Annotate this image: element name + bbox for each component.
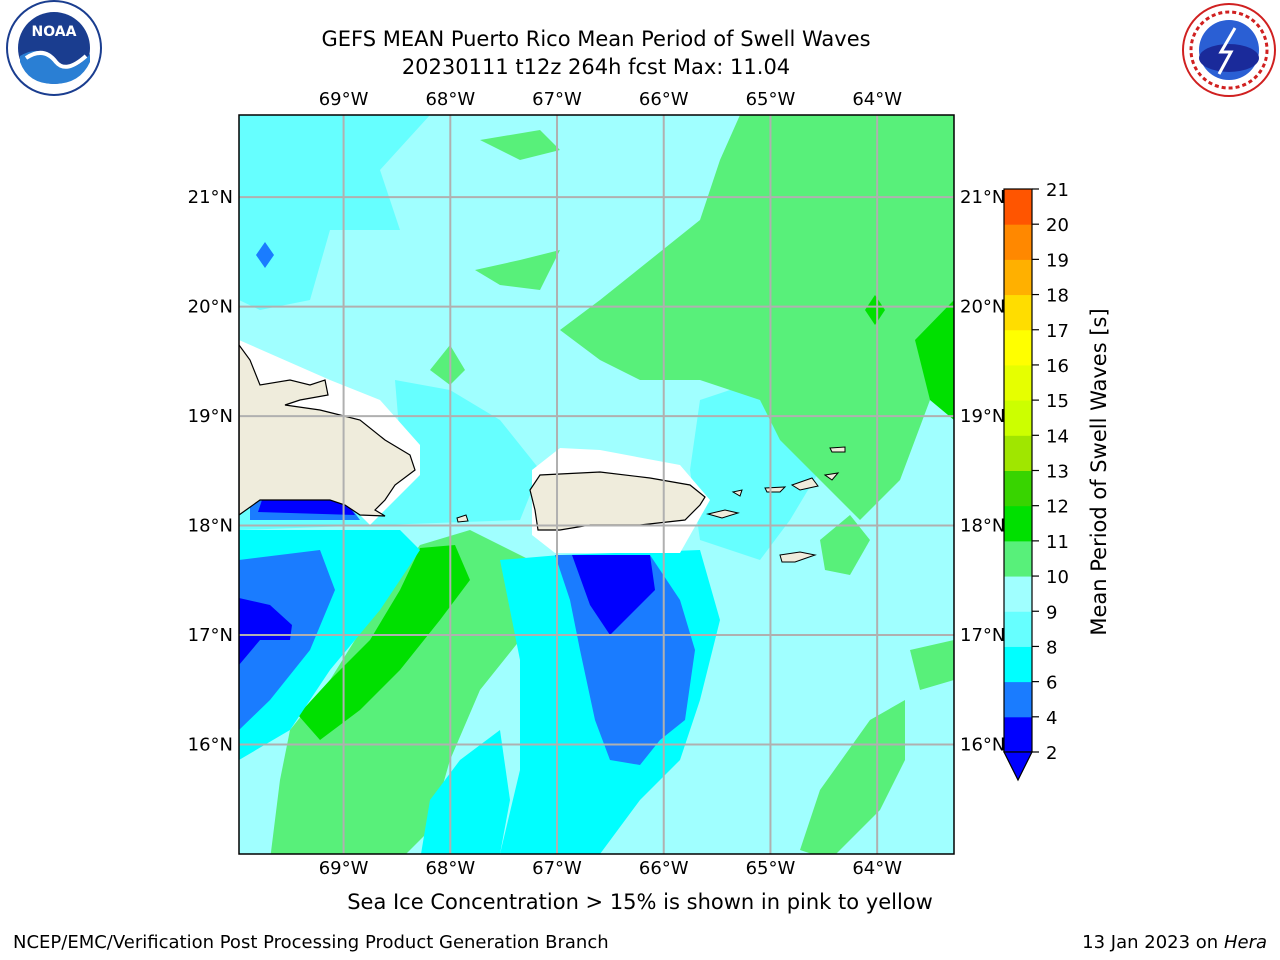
colorbar-tick-label: 15 <box>1046 391 1069 412</box>
noaa-logo: NOAA <box>6 0 102 96</box>
colorbar-tick-label: 11 <box>1046 532 1069 553</box>
colorbar-tick-label: 17 <box>1046 321 1069 342</box>
lat-label-left: 19°N <box>188 406 233 427</box>
lon-label-bottom: 66°W <box>639 858 689 879</box>
colorbar-segment <box>1004 400 1032 436</box>
noaa-logo-text: NOAA <box>32 24 77 40</box>
colorbar-label: Mean Period of Swell Waves [s] <box>1087 308 1111 635</box>
colorbar-tick-label: 10 <box>1046 567 1069 588</box>
colorbar-tick-label: 14 <box>1046 426 1069 447</box>
lon-label-bottom: 69°W <box>319 858 369 879</box>
colorbar-segment <box>1004 470 1032 507</box>
lat-label-right: 17°N <box>960 625 1005 646</box>
colorbar-tick-label: 13 <box>1046 462 1069 483</box>
colorbar-segment <box>1004 224 1032 260</box>
footer-branch: NCEP/EMC/Verification Post Processing Pr… <box>13 932 609 953</box>
colorbar-segment <box>1004 611 1032 647</box>
lat-label-right: 19°N <box>960 406 1005 427</box>
colorbar-tick-label: 18 <box>1046 286 1069 307</box>
lon-label-top: 68°W <box>425 89 475 110</box>
colorbar-segment <box>1004 576 1032 612</box>
contour-field <box>239 115 954 854</box>
colorbar-tick-label: 2 <box>1046 743 1057 764</box>
map-title: GEFS MEAN Puerto Rico Mean Period of Swe… <box>321 27 871 51</box>
colorbar-segment <box>1004 505 1032 542</box>
map-tick-labels: 69°W 69°W 68°W 68°W 67°W 67°W 66°W 66°W 65°W 65°W… <box>188 89 1006 879</box>
lat-label-right: 20°N <box>960 297 1005 318</box>
colorbar-tick-label: 21 <box>1046 180 1069 201</box>
colorbar-segment <box>1004 435 1032 471</box>
footer-date-text: 13 Jan 2023 on <box>1082 932 1219 953</box>
lat-label-left: 20°N <box>188 297 233 318</box>
colorbar-tick-label: 9 <box>1046 602 1057 623</box>
colorbar-tick-label: 16 <box>1046 356 1069 377</box>
colorbar-tick-label: 12 <box>1046 497 1069 518</box>
colorbar-segment <box>1004 189 1032 225</box>
colorbar-segment <box>1004 646 1032 683</box>
lon-label-top: 69°W <box>319 89 369 110</box>
map-frame <box>238 114 955 855</box>
colorbar-segment <box>1004 540 1032 577</box>
colorbar-tick-label: 20 <box>1046 215 1069 236</box>
lat-label-left: 17°N <box>188 625 233 646</box>
lat-label-left: 18°N <box>188 516 233 537</box>
lon-label-top: 64°W <box>852 89 902 110</box>
lon-label-top: 67°W <box>532 89 582 110</box>
colorbar-segment <box>1004 294 1032 331</box>
lon-label-top: 66°W <box>639 89 689 110</box>
colorbar-extend-arrow <box>1003 751 1033 782</box>
map-subtitle: 20230111 t12z 264h fcst Max: 11.04 <box>401 55 791 79</box>
colorbar-segment <box>1004 259 1032 296</box>
colorbar-tick-label: 4 <box>1046 708 1057 729</box>
lat-label-right: 18°N <box>960 516 1005 537</box>
colorbar-tick-label: 8 <box>1046 637 1057 658</box>
lat-label-right: 21°N <box>960 187 1005 208</box>
lon-label-bottom: 65°W <box>746 858 796 879</box>
nws-logo <box>1182 3 1276 97</box>
lon-label-top: 65°W <box>746 89 796 110</box>
lon-label-bottom: 68°W <box>425 858 475 879</box>
sea-ice-caption: Sea Ice Concentration > 15% is shown in … <box>347 890 933 914</box>
lon-label-bottom: 64°W <box>852 858 902 879</box>
colorbar-segment <box>1004 681 1032 718</box>
colorbar-tick-label: 19 <box>1046 250 1069 271</box>
colorbar: 2 4 6 8 9 10 11 12 13 14 15 16 17 18 19 20 21 <box>1003 180 1069 782</box>
colorbar-segment <box>1004 329 1032 366</box>
lat-label-left: 16°N <box>188 735 233 756</box>
colorbar-segment <box>1004 364 1032 401</box>
colorbar-segment <box>1004 716 1032 753</box>
lat-label-left: 21°N <box>188 187 233 208</box>
colorbar-tick-label: 6 <box>1046 673 1057 694</box>
lon-label-bottom: 67°W <box>532 858 582 879</box>
lat-label-right: 16°N <box>960 735 1005 756</box>
footer-host: Hera <box>1223 932 1267 953</box>
footer-date: 13 Jan 2023 on Hera <box>1082 932 1267 953</box>
map-gridlines <box>239 115 954 854</box>
